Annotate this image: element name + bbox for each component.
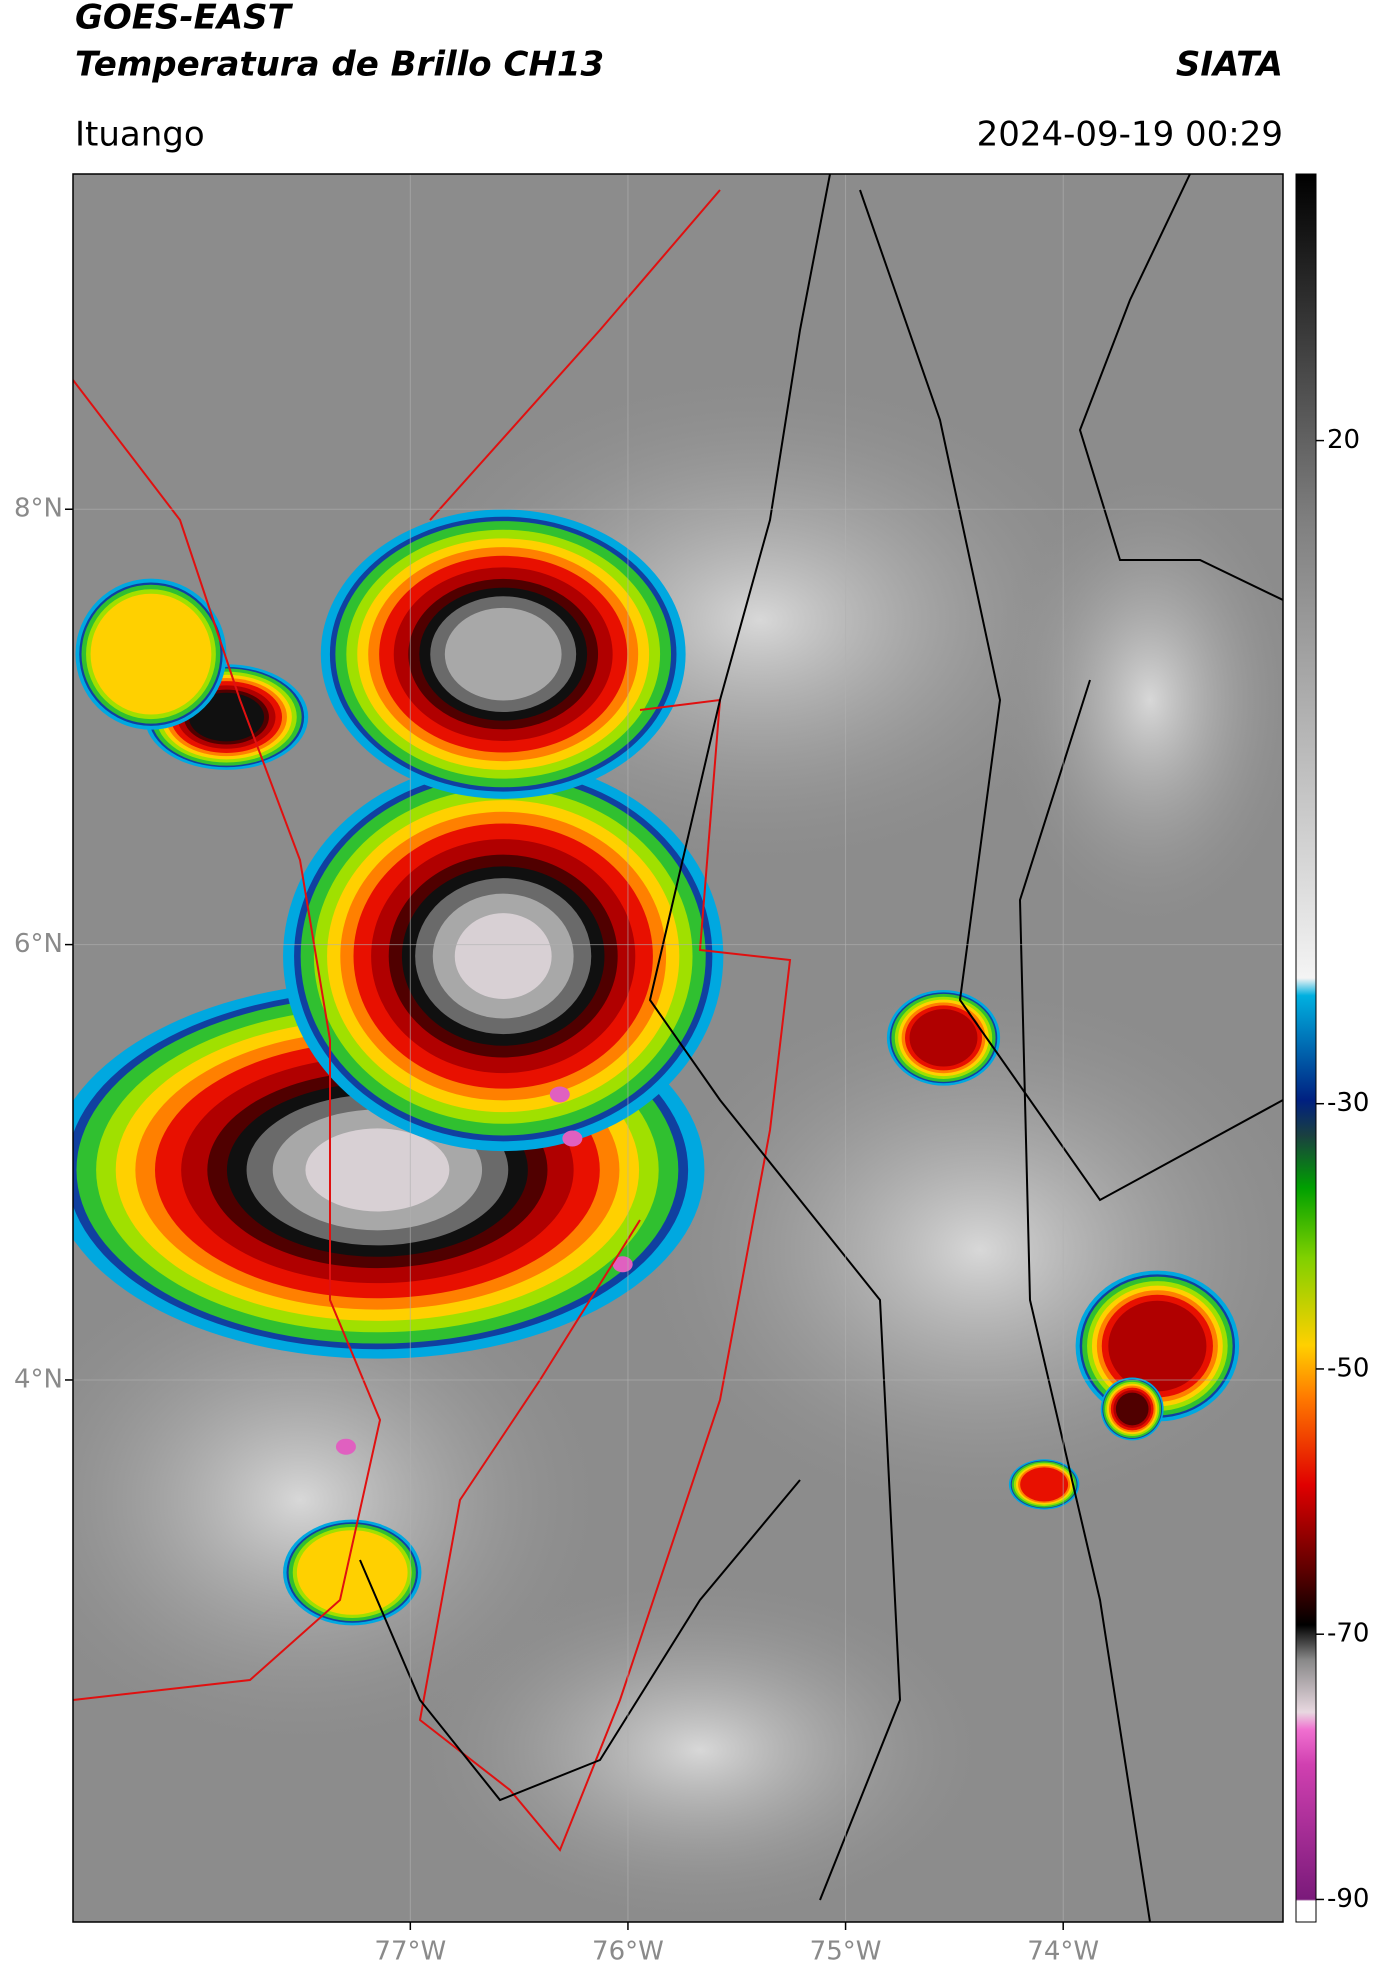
satellite: GOES-EAST <box>75 0 294 38</box>
lon-tick-label: 74°W <box>1027 1937 1099 1967</box>
coastline <box>73 379 382 1701</box>
lat-tick-label: 8°N <box>14 494 63 524</box>
cloud-top <box>444 607 562 701</box>
cloud-top <box>296 1530 408 1615</box>
boundary <box>1018 679 1151 1922</box>
colorbar <box>1295 173 1317 1923</box>
cloud-top <box>188 692 265 742</box>
cold-core <box>562 1130 583 1147</box>
cloud <box>990 460 1283 940</box>
colorbar-tick-label: 20 <box>1327 425 1360 455</box>
cold-core <box>549 1086 570 1103</box>
cloud-top <box>305 1128 450 1212</box>
cloud-top <box>1108 1300 1207 1392</box>
agency: SIATA <box>1176 45 1283 85</box>
colorbar-tick-label: -30 <box>1327 1088 1369 1118</box>
cloud-top <box>90 593 212 715</box>
datetime: 2024-09-19 00:29 <box>977 115 1283 155</box>
cloud-top <box>1115 1392 1149 1426</box>
boundary <box>859 189 1283 1202</box>
border <box>429 189 721 521</box>
lat-tick-label: 6°N <box>14 929 63 959</box>
region: Ituango <box>75 115 205 155</box>
department-border <box>418 698 792 1852</box>
cloud-top <box>1020 1467 1069 1502</box>
product: Temperatura de Brillo CH13 <box>75 45 604 85</box>
map-frame <box>72 173 1284 1923</box>
lon-tick-label: 77°W <box>374 1937 446 1967</box>
lon-tick-label: 76°W <box>592 1937 664 1967</box>
boundary <box>648 174 902 1901</box>
colorbar-tick-label: -50 <box>1327 1353 1369 1383</box>
cloud-top <box>454 913 552 999</box>
cloud-top <box>909 1009 978 1067</box>
cold-core <box>335 1438 356 1455</box>
cloud <box>400 1570 1000 1922</box>
colorbar-tick-label: -90 <box>1327 1884 1369 1914</box>
boundary <box>1078 174 1283 601</box>
satellite-image <box>73 174 1283 1922</box>
lon-tick-label: 75°W <box>810 1937 882 1967</box>
colorbar-tick-label: -70 <box>1327 1619 1369 1649</box>
lat-tick-label: 4°N <box>14 1364 63 1394</box>
